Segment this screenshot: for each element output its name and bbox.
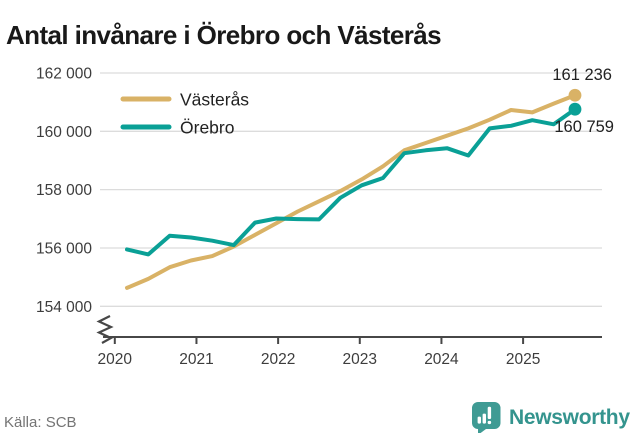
newsworthy-logo-icon <box>472 402 501 433</box>
series-end-label-rebro: 160 759 <box>554 118 614 136</box>
y-tick-label: 154 000 <box>36 299 92 316</box>
x-tick-label: 2020 <box>98 351 133 368</box>
series-end-dot-vsters <box>568 88 582 102</box>
newsworthy-logo-text: Newsworthy <box>509 405 630 429</box>
x-axis: 2020 2021 2022 2023 2024 2025 <box>98 336 602 368</box>
y-tick-label: 160 000 <box>36 124 92 141</box>
newsworthy-logo: Newsworthy <box>472 402 630 433</box>
population-chart: 154 000 156 000 158 000 160 000 162 000 2020 2… <box>36 66 614 369</box>
axis-break-icon <box>96 315 114 344</box>
series-end-label-vsters: 161 236 <box>552 66 612 84</box>
legend-label-vsters: Västerås <box>180 90 249 110</box>
y-axis-labels: 154 000 156 000 158 000 160 000 162 000 <box>36 66 92 316</box>
y-tick-label: 158 000 <box>36 182 92 199</box>
legend-item-rebro: Örebro <box>120 118 234 138</box>
legend: Västerås Örebro <box>120 90 249 138</box>
y-tick-label: 162 000 <box>36 66 92 83</box>
legend-label-rebro: Örebro <box>180 118 234 138</box>
legend-item-vsters: Västerås <box>120 90 249 110</box>
x-tick-label: 2023 <box>343 351 377 368</box>
x-tick-label: 2022 <box>261 351 295 368</box>
y-tick-label: 156 000 <box>36 240 92 257</box>
x-tick-label: 2021 <box>179 351 213 368</box>
x-tick-label: 2025 <box>506 351 540 368</box>
series-end-dot-rebro <box>568 102 582 116</box>
series-line-rebro <box>125 107 577 257</box>
series-line-vsters <box>125 93 577 290</box>
x-tick-label: 2024 <box>424 351 459 368</box>
source-credit: Källa: SCB <box>4 414 77 431</box>
chart-title: Antal invånare i Örebro och Västerås <box>6 20 442 51</box>
